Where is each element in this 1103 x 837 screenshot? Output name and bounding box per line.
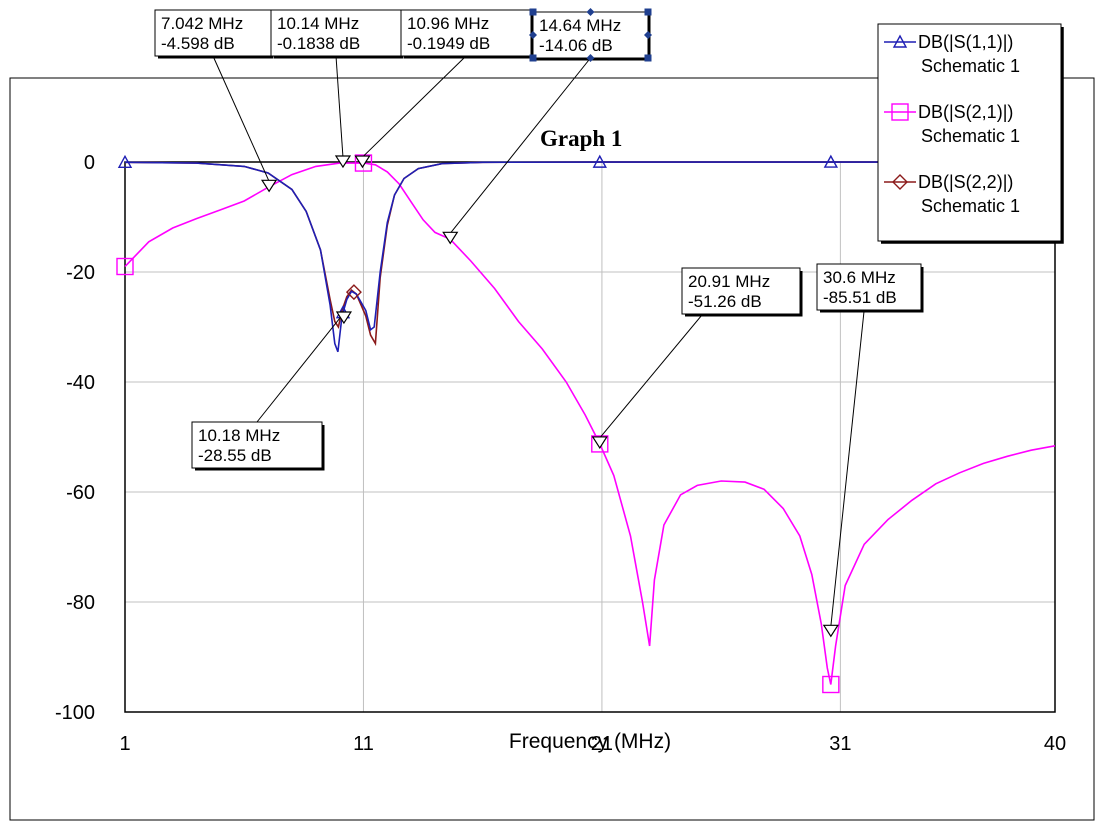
- selection-handle[interactable]: [586, 8, 595, 16]
- callout-frequency-text: 20.91 MHz: [688, 272, 770, 291]
- legend-item-3[interactable]: DB(|S(2,2)|) Schematic 1: [884, 172, 1020, 216]
- grid-lines: [125, 162, 1055, 712]
- callout-pointer-triangle: [354, 155, 371, 169]
- callout-frequency-text: 7.042 MHz: [161, 14, 243, 33]
- legend-marker-diamond-icon: [892, 174, 908, 190]
- x-tick-label: 40: [1044, 733, 1066, 755]
- callout-value-text: -14.06 dB: [539, 36, 613, 55]
- x-tick-label: 11: [353, 733, 374, 755]
- callout-leader-line: [362, 55, 467, 158]
- series-1-marker: [823, 154, 839, 168]
- callout-frequency-text: 14.64 MHz: [539, 16, 621, 35]
- series-3-marker: [345, 284, 362, 301]
- series-line-2: [124, 162, 1056, 685]
- callout-pointer-triangle: [335, 311, 353, 325]
- selection-handle[interactable]: [529, 54, 537, 62]
- legend[interactable]: DB(|S(1,1)|) Schematic 1 DB(|S(2,1)|) Schem…: [877, 23, 1064, 244]
- selection-handle[interactable]: [644, 54, 652, 62]
- callout-value-text: -51.26 dB: [688, 292, 762, 311]
- callout-frequency-text: 30.6 MHz: [823, 268, 896, 287]
- callout-leader-line: [830, 263, 870, 627]
- marker-callout-m2[interactable]: 10.14 MHz-0.1838 dB: [270, 9, 404, 169]
- marker-callout-m1[interactable]: 7.042 MHz-4.598 dB: [154, 9, 278, 193]
- x-axis-title: Frequency (MHz): [509, 730, 671, 753]
- callout-value-text: -28.55 dB: [198, 446, 272, 465]
- callout-pointer-triangle: [591, 436, 608, 450]
- y-tick-label: -80: [66, 592, 95, 614]
- callout-shadow: [195, 425, 325, 471]
- callout-box: [816, 263, 922, 311]
- marker-callout-m7[interactable]: 30.6 MHz-85.51 dB: [816, 263, 924, 638]
- callout-leader-line: [335, 55, 344, 158]
- callout-frequency-text: 10.14 MHz: [277, 14, 359, 33]
- marker-callout-m3[interactable]: 10.96 MHz-0.1949 dB: [354, 9, 534, 169]
- legend-series-name: DB(|S(1,1)|): [918, 32, 1013, 52]
- legend-series-source: Schematic 1: [921, 56, 1020, 76]
- legend-series-source: Schematic 1: [921, 196, 1020, 216]
- y-tick-label: -100: [55, 702, 95, 724]
- series-2-marker: [822, 675, 840, 694]
- series-line-1: [124, 161, 1055, 353]
- callout-value-text: -0.1949 dB: [407, 34, 490, 53]
- y-tick-label: -60: [66, 482, 95, 504]
- series-1-marker: [592, 154, 607, 168]
- selection-handle[interactable]: [586, 54, 595, 62]
- tick-labels: 1 11 21 31 400-20-40-60-80-100: [55, 152, 1066, 755]
- selection-handle[interactable]: [529, 31, 537, 39]
- graph-title: Graph 1: [540, 126, 622, 151]
- selection-handle[interactable]: [644, 31, 652, 39]
- marker-callout-m5[interactable]: 10.18 MHz-28.55 dB: [191, 311, 353, 471]
- callout-shadow: [685, 271, 803, 317]
- callout-box: [191, 421, 323, 469]
- y-tick-label: -20: [66, 262, 95, 284]
- callout-box: [400, 9, 532, 57]
- callout-pointer-triangle: [260, 179, 278, 193]
- legend-item-2[interactable]: DB(|S(2,1)|) Schematic 1: [884, 102, 1020, 146]
- series-2-marker: [354, 154, 373, 172]
- callout-box: [681, 267, 801, 315]
- x-tick-label: 21: [591, 733, 613, 755]
- legend-series-name: DB(|S(2,2)|): [918, 172, 1013, 192]
- legend-box: [877, 23, 1062, 242]
- legend-marker-square-icon: [891, 103, 909, 121]
- callout-box: [270, 9, 402, 57]
- legend-series-name: DB(|S(2,1)|): [918, 102, 1013, 122]
- callout-leader-line: [212, 55, 270, 182]
- callout-value-text: -85.51 dB: [823, 288, 897, 307]
- selection-handle[interactable]: [529, 8, 537, 16]
- callout-box: [154, 9, 272, 57]
- callout-leader-line: [449, 57, 591, 234]
- marker-callout-m6[interactable]: 20.91 MHz-51.26 dB: [591, 267, 803, 450]
- callout-pointer-triangle: [334, 155, 352, 169]
- x-tick-label: 31: [829, 733, 851, 755]
- callout-frequency-text: 10.96 MHz: [407, 14, 489, 33]
- series-1-marker: [117, 154, 133, 168]
- selection-handle[interactable]: [644, 8, 652, 16]
- legend-shadow: [881, 27, 1064, 244]
- callout-value-text: -4.598 dB: [161, 34, 235, 53]
- legend-marker-triangle-icon: [892, 34, 908, 48]
- callout-frequency-text: 10.18 MHz: [198, 426, 280, 445]
- marker-callout-m4[interactable]: 14.64 MHz-14.06 dB: [442, 8, 652, 245]
- legend-series-source: Schematic 1: [921, 126, 1020, 146]
- series-layer: [124, 161, 1056, 685]
- legend-item-1[interactable]: DB(|S(1,1)|) Schematic 1: [884, 32, 1020, 76]
- y-tick-label: 0: [84, 152, 95, 174]
- callout-shadow: [820, 267, 924, 313]
- series-2-marker: [591, 435, 609, 453]
- series-2-marker: [116, 257, 134, 276]
- y-tick-label: -40: [66, 372, 95, 394]
- callout-pointer-triangle: [822, 624, 839, 638]
- callout-pointer-triangle: [442, 231, 459, 245]
- callout-leader-line: [256, 312, 345, 423]
- x-tick-label: 1: [119, 733, 130, 755]
- callout-value-text: -0.1838 dB: [277, 34, 360, 53]
